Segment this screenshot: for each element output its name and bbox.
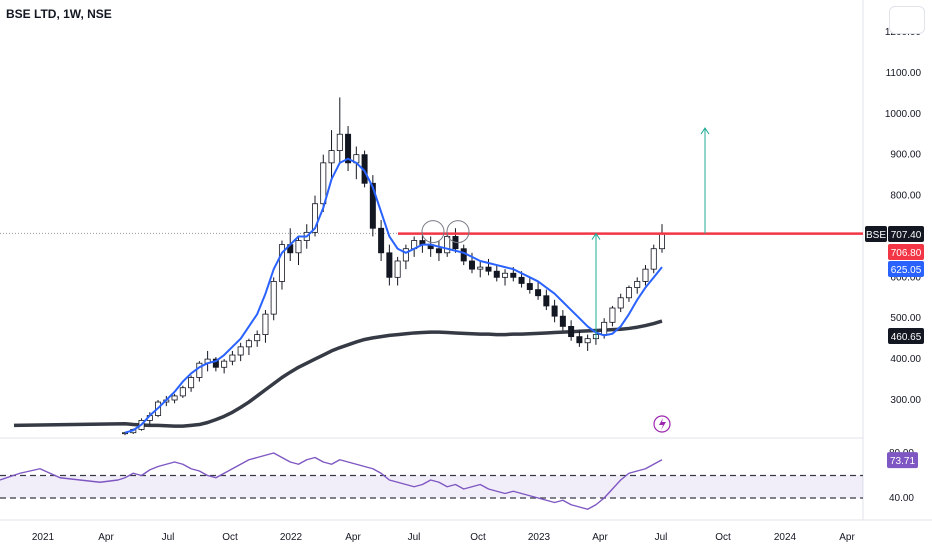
chart-settings-button[interactable] <box>889 6 925 34</box>
price-axis-tick: 600.00 <box>890 272 921 283</box>
time-axis-label: Jul <box>655 532 668 543</box>
candle-body <box>502 272 509 278</box>
time-axis-label: Oct <box>715 532 731 543</box>
time-axis-label: Apr <box>592 532 608 543</box>
candle-body <box>634 281 641 288</box>
candle-body <box>278 244 285 282</box>
candle-body <box>435 248 442 254</box>
time-axis-label: Apr <box>345 532 361 543</box>
rsi-value-tag <box>887 452 918 469</box>
candle-body <box>468 260 475 270</box>
price-tag <box>888 226 924 242</box>
candle-body <box>444 236 451 254</box>
time-axis-label: 2021 <box>32 532 55 543</box>
candle-body <box>212 358 219 368</box>
candle-body <box>485 266 492 272</box>
candle-body <box>262 313 269 335</box>
top-circle-2 <box>446 220 470 244</box>
short-ema-line <box>124 157 663 434</box>
price-tag-text: 707.40 <box>891 230 922 241</box>
candle-body <box>270 281 277 315</box>
time-axis-label: Oct <box>470 532 486 543</box>
time-axis-label: 2022 <box>280 532 303 543</box>
candle-body <box>493 270 500 278</box>
candle-body <box>188 377 195 389</box>
candle-body <box>369 182 376 229</box>
candle-body <box>518 276 525 284</box>
price-tag <box>888 328 924 344</box>
time-axis-label: Apr <box>839 532 855 543</box>
rsi-axis-tick: 40.00 <box>889 493 914 504</box>
rsi-line <box>0 452 663 510</box>
candle-body <box>477 266 484 270</box>
candle-body <box>650 248 657 270</box>
candle-body <box>659 233 666 250</box>
symbol-tag <box>865 226 887 242</box>
candle-body <box>336 133 343 151</box>
candle-body <box>229 354 236 362</box>
price-axis-tick: 300.00 <box>890 395 921 406</box>
lightning-glyph <box>659 418 666 430</box>
top-circle-1 <box>421 220 445 244</box>
candle-body <box>221 360 228 368</box>
arrow-head-2 <box>700 127 710 135</box>
candle-body <box>526 283 533 291</box>
price-tag-text: 706.80 <box>891 248 922 259</box>
candle-body <box>601 321 608 335</box>
rsi-value-text: 73.71 <box>890 456 915 467</box>
candle-body <box>254 334 261 342</box>
candle-body <box>510 272 517 278</box>
candle-body <box>171 395 178 401</box>
candle-body <box>378 227 385 254</box>
candle-body <box>394 260 401 278</box>
chart-title: BSE LTD, 1W, NSE <box>6 7 112 21</box>
candle-body <box>312 203 319 233</box>
price-tag <box>888 244 924 260</box>
price-axis-tick: 1100.00 <box>886 68 922 79</box>
price-axis-tick: 800.00 <box>890 191 921 202</box>
price-axis-tick: 1000.00 <box>885 109 922 120</box>
candle-body <box>328 150 335 164</box>
candle-body <box>386 252 393 278</box>
price-axis-tick: 500.00 <box>890 313 921 324</box>
candle-body <box>617 297 624 309</box>
candle-body <box>625 287 632 299</box>
candle-body <box>543 295 550 307</box>
candle-body <box>535 289 542 297</box>
price-tag-text: 625.05 <box>891 265 922 276</box>
candle-body <box>179 387 186 397</box>
price-axis-tick: 400.00 <box>890 354 921 365</box>
candle-body <box>295 240 302 254</box>
time-axis-label: 2024 <box>774 532 797 543</box>
price-tag <box>888 261 924 277</box>
candle-body <box>245 340 252 348</box>
time-axis-label: 2023 <box>528 532 551 543</box>
arrow-head-1 <box>591 232 601 240</box>
price-axis-tick: 900.00 <box>890 150 921 161</box>
candle-body <box>402 248 409 262</box>
time-axis-label: Oct <box>222 532 238 543</box>
candle-body <box>460 248 467 262</box>
candle-body <box>584 338 591 344</box>
candle-body <box>568 325 575 338</box>
time-axis-label: Apr <box>98 532 114 543</box>
candle-body <box>609 307 616 323</box>
candle-body <box>576 336 583 344</box>
long-ema-line <box>13 319 663 428</box>
symbol-tag-text: BSE <box>866 230 886 241</box>
rsi-band-fill <box>0 475 863 498</box>
candle-body <box>642 268 649 282</box>
time-axis-label: Jul <box>162 532 175 543</box>
candle-body <box>559 315 566 327</box>
candle-body <box>551 305 558 317</box>
candle-body <box>345 133 352 164</box>
time-axis-label: Jul <box>408 532 421 543</box>
candle-body <box>320 162 327 205</box>
candle-body <box>237 346 244 356</box>
price-tag-text: 460.65 <box>891 332 922 343</box>
